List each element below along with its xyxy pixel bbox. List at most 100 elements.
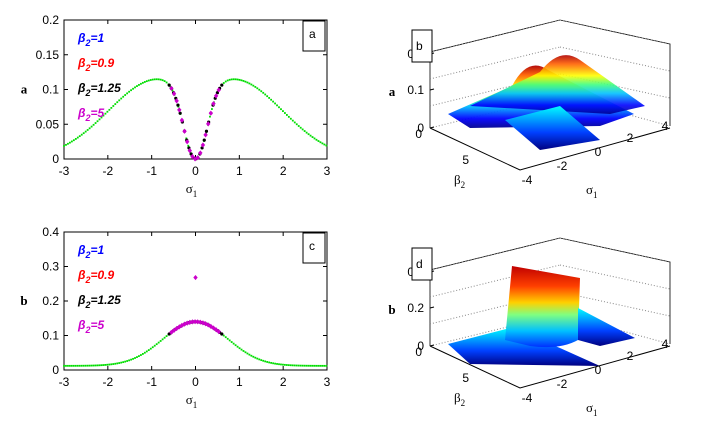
series-point: [130, 89, 132, 92]
series-point: [272, 362, 274, 365]
series-point: [213, 93, 219, 99]
series-point: [114, 362, 117, 365]
legend-item-sub: 2: [84, 63, 90, 73]
series-point: [258, 358, 261, 361]
series-point: [242, 80, 245, 82]
series-point: [187, 319, 193, 325]
series-point: [250, 83, 253, 86]
legend-item-suffix: =1.25: [90, 293, 121, 307]
z-tick: [429, 88, 435, 91]
surface-side: [448, 328, 600, 366]
series-point: [161, 79, 164, 82]
series-point: [151, 346, 154, 349]
x-tick-label: -2: [102, 164, 113, 178]
y-tick-label: 0: [415, 345, 422, 359]
series-point: [228, 339, 231, 342]
legend-item-main: β: [77, 243, 86, 257]
series-point: [114, 103, 117, 105]
series-point: [323, 364, 326, 367]
series-point: [252, 84, 255, 87]
series-point: [178, 111, 182, 115]
series-point: [319, 141, 322, 144]
series-point: [203, 132, 208, 138]
plot-frame: [63, 19, 328, 160]
x-tick-label: -3: [59, 375, 70, 389]
series-point: [260, 359, 263, 362]
series-point: [187, 147, 193, 154]
series-point: [179, 117, 185, 123]
series-point: [250, 354, 253, 357]
series-point: [67, 142, 69, 145]
x-axis-label-sub: 1: [193, 400, 198, 410]
series-point: [204, 129, 209, 133]
grid-line: [429, 46, 561, 80]
series-point: [238, 347, 241, 350]
series-point: [128, 90, 130, 93]
series-point: [72, 139, 75, 142]
legend-item-suffix: =5: [90, 106, 104, 120]
series-point: [289, 117, 292, 120]
series-point: [206, 121, 211, 127]
series-point: [70, 140, 73, 143]
series-point: [264, 360, 267, 363]
panel-tag-box: [411, 29, 433, 63]
series-point: [285, 114, 288, 116]
series-point: [86, 364, 89, 367]
series-point: [67, 364, 69, 367]
series-point: [100, 364, 103, 367]
legend-item: β2=1.25: [77, 293, 121, 310]
y-tick-label: 0.2: [42, 294, 59, 308]
series-point: [98, 364, 101, 367]
series-point: [171, 91, 177, 97]
series-point: [116, 362, 119, 365]
series-point: [132, 357, 134, 360]
legend-item-sub: 2: [84, 325, 90, 335]
panel-tag: c: [309, 239, 315, 253]
series-point: [132, 87, 134, 90]
series-point: [305, 364, 308, 367]
series-point: [220, 83, 224, 87]
series-point: [138, 355, 140, 357]
legend-item-main: β: [77, 293, 86, 307]
z-tick: [429, 126, 435, 129]
legend-item-main: β: [77, 81, 86, 95]
series-point: [301, 364, 304, 367]
legend-item: β2=0.9: [77, 268, 114, 285]
x-tick-label: 2: [627, 349, 634, 363]
series-point: [325, 364, 328, 367]
legend-item-sub: 2: [84, 38, 90, 48]
series-point: [116, 101, 119, 104]
legend-item: β2=1: [77, 243, 104, 260]
series-point: [76, 364, 79, 367]
series-point: [256, 87, 259, 90]
series-point: [195, 155, 200, 161]
x-axis-label: σ1: [586, 182, 598, 200]
legend-item: β2=1: [77, 31, 104, 48]
y-tick-label: 5: [462, 371, 469, 385]
series-point: [176, 103, 180, 107]
series-point: [240, 79, 243, 82]
series-point: [325, 144, 328, 147]
x-tick-label: -2: [102, 375, 113, 389]
series-point: [307, 364, 310, 367]
series-point: [65, 143, 67, 146]
legend-item: β2=1.25: [77, 81, 121, 98]
series-point: [108, 108, 111, 111]
series-point: [82, 132, 85, 135]
x-tick-label: 4: [662, 119, 669, 133]
y-tick-label: 5: [462, 153, 469, 167]
series-point: [317, 364, 320, 367]
series-point: [90, 125, 93, 128]
panel-c: -3 -2 -1 0 1 2 300.10.20.30.4σ1bβ2=1β2=0.9β2=1…: [20, 225, 330, 410]
z-tick-label: 0.1: [407, 83, 424, 97]
legend-item-main: β: [77, 31, 86, 45]
z-tick-label: 0.2: [407, 301, 424, 315]
series-point: [303, 364, 306, 367]
series-point: [226, 79, 229, 82]
series-point: [161, 338, 164, 341]
series-point: [96, 120, 99, 123]
series-point: [94, 364, 97, 367]
series-point: [122, 361, 125, 364]
grid-line: [559, 46, 671, 72]
